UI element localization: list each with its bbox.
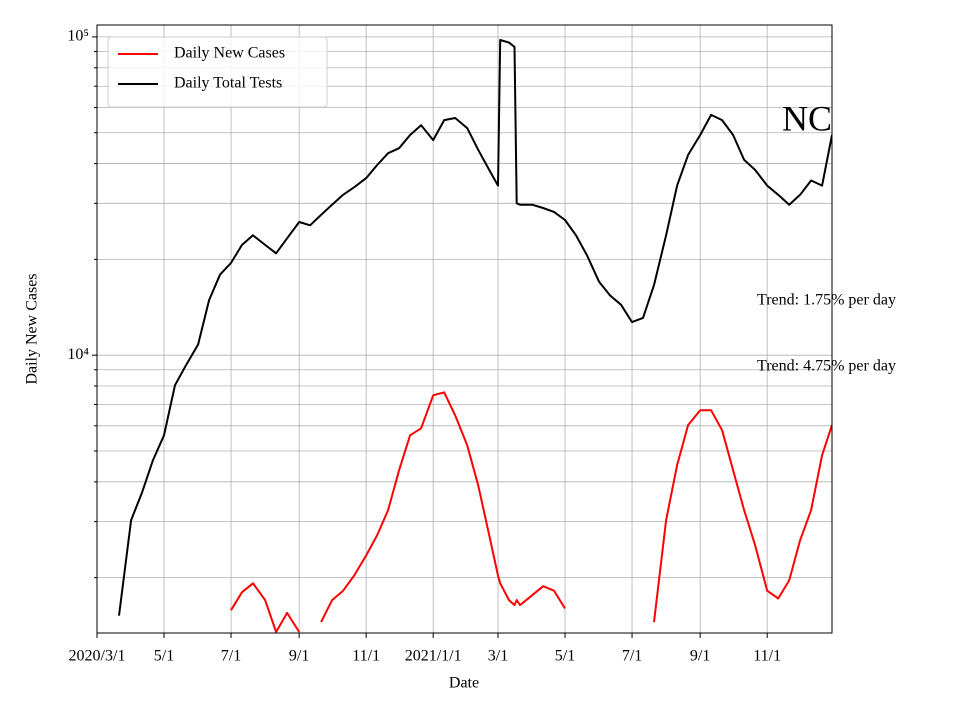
x-tick-label: 5/1 [154, 648, 174, 665]
x-tick-label: 9/1 [690, 648, 710, 665]
x-tick-label: 5/1 [555, 648, 575, 665]
x-tick-label: 11/1 [753, 648, 781, 665]
legend: Daily New Cases Daily Total Tests [107, 36, 328, 108]
y-tick-label: 10⁵ [67, 28, 89, 45]
x-tick-label: 7/1 [622, 648, 642, 665]
x-axis-label: Date [449, 675, 479, 692]
axes: 2020/3/1 5/1 7/1 9/1 11/1 2021/1/1 3/1 5/1 7/1 9/… [67, 28, 781, 665]
annotation: NC [782, 98, 832, 138]
lines [118, 39, 832, 633]
legend-label: Daily New Cases [174, 45, 285, 62]
x-tick-label: 2021/1/1 [405, 648, 462, 665]
grid [96, 25, 832, 633]
x-tick-label: 3/1 [488, 648, 508, 665]
y-tick-label: 10⁴ [67, 346, 89, 363]
x-tick-label: 9/1 [289, 648, 309, 665]
plot-frame [96, 24, 833, 634]
annotation: Trend: 4.75% per day [757, 358, 896, 375]
x-tick-label: 11/1 [352, 648, 380, 665]
plot-area [97, 25, 832, 633]
series-line [230, 391, 832, 633]
legend-box [107, 36, 328, 108]
series-line [118, 39, 832, 616]
x-tick-label: 2020/3/1 [69, 648, 126, 665]
x-tick-label: 7/1 [221, 648, 241, 665]
annotation: Trend: 1.75% per day [757, 292, 896, 309]
legend-label: Daily Total Tests [174, 75, 282, 92]
y-axis-label: Daily New Cases [24, 273, 41, 384]
